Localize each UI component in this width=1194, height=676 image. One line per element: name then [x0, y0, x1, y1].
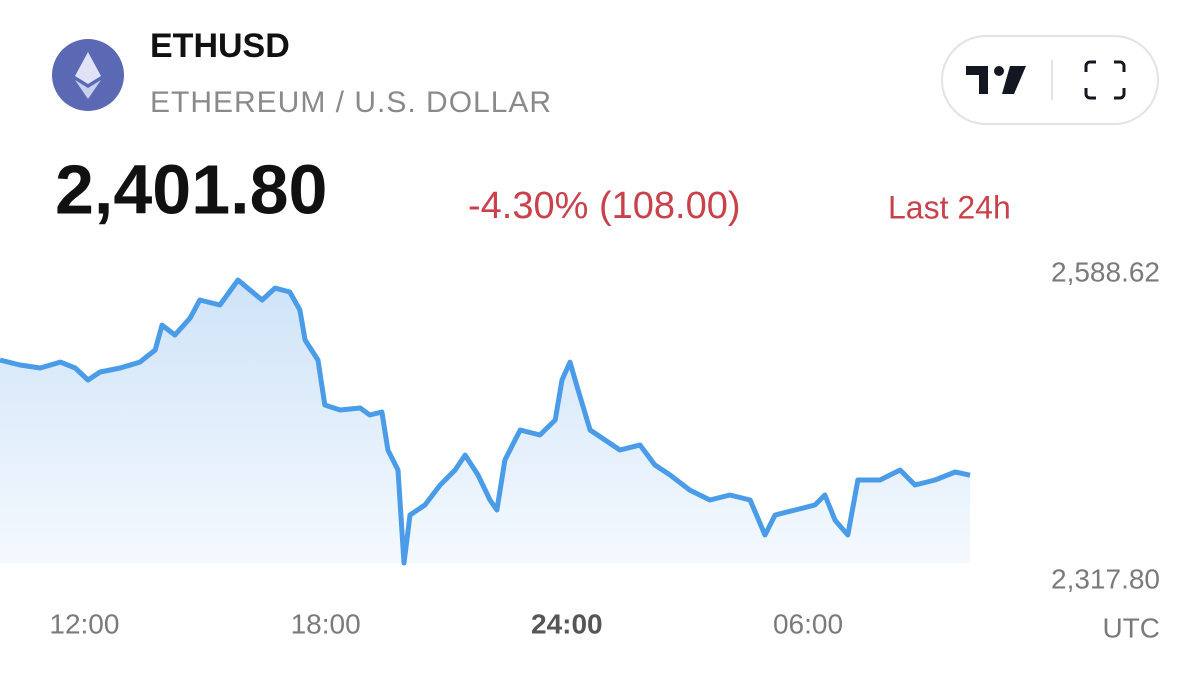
- toolbar: [941, 35, 1159, 125]
- x-tick-label: 12:00: [49, 608, 119, 639]
- plot: 2,588.62 2,317.80 12:00 18:00 24:00 06:00 UTC: [0, 256, 1160, 643]
- y-tick-label: 2,317.80: [1051, 563, 1160, 594]
- area-fill: [0, 280, 971, 563]
- price-line: [0, 277, 971, 566]
- eth-logo: [52, 39, 124, 111]
- x-axis-label: UTC: [1102, 612, 1160, 643]
- price-change: -4.30% (108.00): [468, 185, 741, 227]
- price: 2,401.80: [55, 150, 327, 228]
- x-tick-label: 06:00: [773, 608, 843, 639]
- x-tick-label: 24:00: [531, 608, 603, 639]
- period: Last 24h: [888, 189, 1011, 225]
- x-tick-label: 18:00: [291, 608, 361, 639]
- symbol-name: ETHEREUM / U.S. DOLLAR: [150, 86, 552, 119]
- tradingview-button[interactable]: [960, 50, 1040, 110]
- fullscreen-button[interactable]: [1075, 55, 1135, 105]
- symbol: ETHUSD: [150, 27, 290, 65]
- y-tick-label: 2,588.62: [1051, 256, 1160, 287]
